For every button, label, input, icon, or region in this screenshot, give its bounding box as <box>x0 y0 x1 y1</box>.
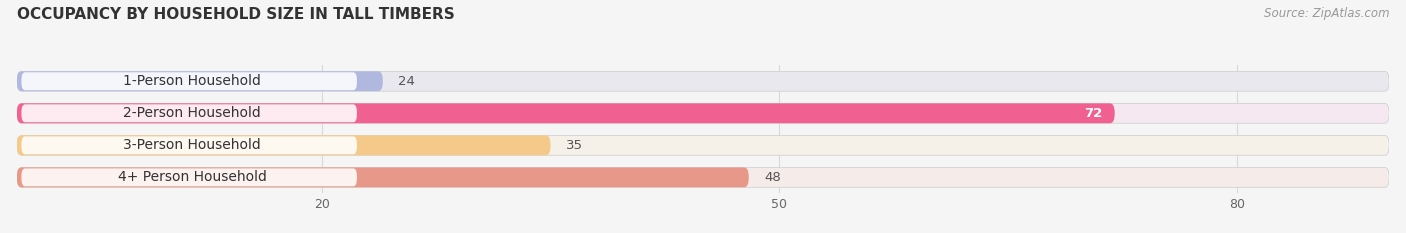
FancyBboxPatch shape <box>21 104 357 122</box>
FancyBboxPatch shape <box>21 168 357 186</box>
Text: 35: 35 <box>565 139 582 152</box>
FancyBboxPatch shape <box>17 168 749 187</box>
Text: 4+ Person Household: 4+ Person Household <box>118 170 267 184</box>
Text: 2-Person Household: 2-Person Household <box>124 106 262 120</box>
Text: OCCUPANCY BY HOUSEHOLD SIZE IN TALL TIMBERS: OCCUPANCY BY HOUSEHOLD SIZE IN TALL TIMB… <box>17 7 454 22</box>
Text: 48: 48 <box>763 171 780 184</box>
Text: 1-Person Household: 1-Person Household <box>124 74 262 88</box>
FancyBboxPatch shape <box>21 136 357 154</box>
FancyBboxPatch shape <box>17 71 1389 91</box>
FancyBboxPatch shape <box>17 71 382 91</box>
FancyBboxPatch shape <box>17 103 1389 123</box>
FancyBboxPatch shape <box>17 135 1389 155</box>
Text: 3-Person Household: 3-Person Household <box>124 138 262 152</box>
Text: Source: ZipAtlas.com: Source: ZipAtlas.com <box>1264 7 1389 20</box>
Text: 24: 24 <box>398 75 415 88</box>
FancyBboxPatch shape <box>17 103 1115 123</box>
Text: 72: 72 <box>1084 107 1102 120</box>
FancyBboxPatch shape <box>21 72 357 90</box>
FancyBboxPatch shape <box>17 168 1389 187</box>
FancyBboxPatch shape <box>17 135 551 155</box>
